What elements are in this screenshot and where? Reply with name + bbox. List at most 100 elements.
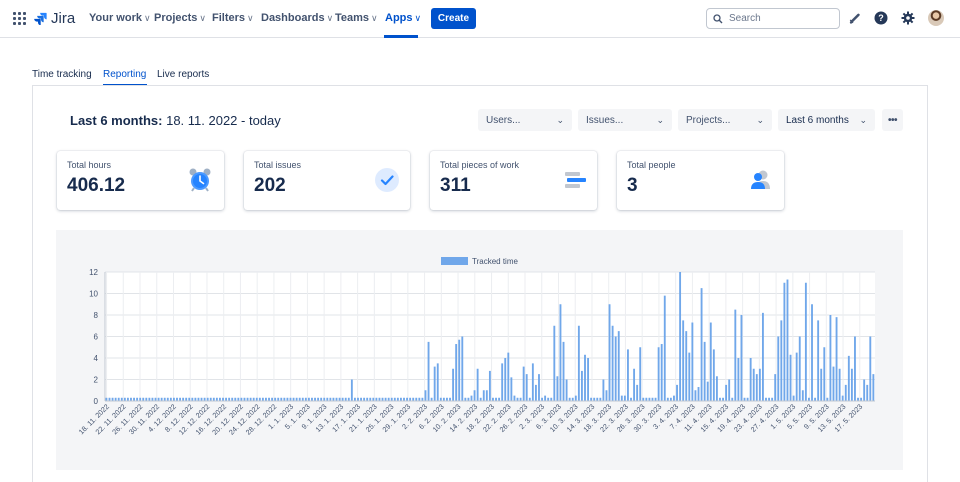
bar [820,368,823,401]
bar [804,282,807,401]
bar [593,397,596,401]
bar [446,397,448,401]
jira-logo[interactable]: Jira [34,10,75,27]
nav-apps[interactable]: Apps ∨ [385,12,421,24]
bar [728,379,731,401]
bar [538,374,540,401]
bar [531,363,534,401]
nav-projects[interactable]: Projects ∨ [154,12,206,24]
settings-gear-icon[interactable] [901,11,915,25]
bar [353,397,356,401]
stacked-bars-icon [565,172,586,188]
bar [826,397,829,401]
bar [525,374,528,401]
bar [605,390,608,401]
nav-filters[interactable]: Filters ∨ [212,12,254,24]
bar [617,331,620,401]
bar [574,395,577,401]
bar [847,355,850,401]
bar [332,397,335,401]
bar [194,397,197,401]
bar [872,374,875,401]
user-avatar[interactable] [928,10,944,26]
bar [620,395,623,401]
search-box[interactable] [706,8,840,29]
nav-dashboards[interactable]: Dashboards ∨ [261,12,333,24]
bar [544,395,547,401]
checkmark-icon [375,168,399,192]
projects-filter-dropdown[interactable]: Projects... ⌄ [678,109,772,131]
nav-label: Apps [385,12,413,24]
bar [534,384,537,401]
bar [111,397,114,401]
nav-teams[interactable]: Teams ∨ [335,12,378,24]
bar [114,397,117,401]
more-actions-button[interactable]: ••• [882,109,903,131]
dropdown-label: Projects... [686,114,731,126]
bar [562,341,565,401]
bar [795,352,798,401]
card-value: 3 [627,175,638,196]
bar [657,347,660,401]
bar [504,358,507,401]
bar [857,397,859,401]
app-switcher-icon[interactable] [13,12,26,25]
bar [424,390,427,401]
card-label: Total issues [254,160,302,170]
bar [341,397,344,401]
tab-time-tracking[interactable]: Time tracking [32,69,92,80]
bar [811,304,813,401]
bar [415,397,418,401]
bar [841,395,844,401]
notifications-bell-icon[interactable] [848,11,862,25]
create-button[interactable]: Create [431,8,476,29]
top-navigation: Jira Your work ∨ Projects ∨ Filters ∨ Dashb… [0,0,960,38]
bar [176,397,178,401]
bar [439,397,442,401]
bar [222,397,224,401]
tab-reporting[interactable]: Reporting [103,69,147,80]
bar [648,397,651,401]
bar [866,384,869,401]
chevron-down-icon: ⌄ [859,114,867,125]
bar [476,368,479,401]
bar [682,320,685,401]
users-filter-dropdown[interactable]: Users... ⌄ [478,109,572,131]
bar [854,336,856,401]
search-input[interactable] [729,13,829,24]
bar [666,397,669,401]
bar [817,320,820,401]
y-tick-label: 6 [94,333,99,342]
bar [685,331,688,401]
bar [633,368,636,401]
search-icon [713,13,723,23]
bar [126,397,129,401]
tab-live-reports[interactable]: Live reports [157,69,210,80]
bar [838,368,841,401]
y-tick-label: 0 [94,397,99,406]
bar [295,397,298,401]
bar [492,397,494,401]
bar [301,397,304,401]
period-filter-dropdown[interactable]: Last 6 months ⌄ [778,109,875,131]
bar [191,397,194,401]
bar [473,390,476,401]
bar [320,397,323,401]
bar [209,397,212,401]
bar [154,397,157,401]
help-icon[interactable]: ? [874,11,888,25]
bar [123,397,126,401]
bar [464,397,467,401]
card-value: 311 [440,175,471,196]
bar [519,397,522,401]
bar [596,397,599,401]
y-tick-label: 12 [89,268,98,277]
bar [765,397,767,401]
bar [169,397,172,401]
bar [743,397,746,401]
issues-filter-dropdown[interactable]: Issues... ⌄ [578,109,672,131]
bar [571,397,574,401]
y-tick-label: 8 [94,311,99,320]
nav-your-work[interactable]: Your work ∨ [89,12,151,24]
bar [768,397,770,401]
